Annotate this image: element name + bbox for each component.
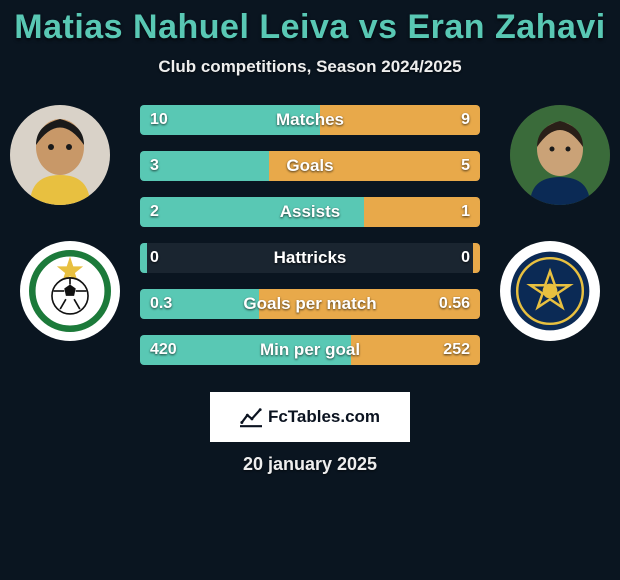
stat-bars: Matches10 9 Goals3 5 Assists2 1 Hattricks0 0 Goa… — [140, 105, 480, 381]
stat-bar-value-right: 5 — [451, 151, 480, 181]
player-left-avatar — [10, 105, 110, 205]
logo-text: FcTables.com — [268, 407, 380, 427]
stat-bar-label: Goals — [140, 151, 480, 181]
stat-bar-label: Assists — [140, 197, 480, 227]
stat-bar-label: Hattricks — [140, 243, 480, 273]
player-right-avatar — [510, 105, 610, 205]
stat-bar-label: Matches — [140, 105, 480, 135]
club-crest-icon — [509, 250, 591, 332]
subtitle: Club competitions, Season 2024/2025 — [0, 57, 620, 77]
stat-bar: Goals3 5 — [140, 151, 480, 181]
stat-bar-value-right: 9 — [451, 105, 480, 135]
page-title: Matias Nahuel Leiva vs Eran Zahavi — [0, 0, 620, 47]
face-icon — [510, 105, 610, 205]
stat-bar-value-right: 0.56 — [429, 289, 480, 319]
stat-bar-value-right: 1 — [451, 197, 480, 227]
stat-bar-value-left: 10 — [140, 105, 178, 135]
stat-bar: Min per goal420 252 — [140, 335, 480, 365]
stat-bar-value-left: 420 — [140, 335, 187, 365]
stat-bar: Goals per match0.30.56 — [140, 289, 480, 319]
stat-bar-value-right: 252 — [433, 335, 480, 365]
stat-bar-value-left: 2 — [140, 197, 169, 227]
face-icon — [10, 105, 110, 205]
fctables-logo: FcTables.com — [210, 392, 410, 442]
club-crest-icon — [29, 250, 111, 332]
stat-bar: Matches10 9 — [140, 105, 480, 135]
club-left-badge — [20, 241, 120, 341]
stat-bar-value-right: 0 — [451, 243, 480, 273]
date-text: 20 january 2025 — [0, 454, 620, 475]
stat-bar: Hattricks0 0 — [140, 243, 480, 273]
stat-bar-label: Min per goal — [140, 335, 480, 365]
stat-bar-value-left: 0 — [140, 243, 169, 273]
chart-icon — [240, 406, 262, 428]
stat-bar-value-left: 0.3 — [140, 289, 182, 319]
stat-bar-value-left: 3 — [140, 151, 169, 181]
stat-bar: Assists2 1 — [140, 197, 480, 227]
club-right-badge — [500, 241, 600, 341]
